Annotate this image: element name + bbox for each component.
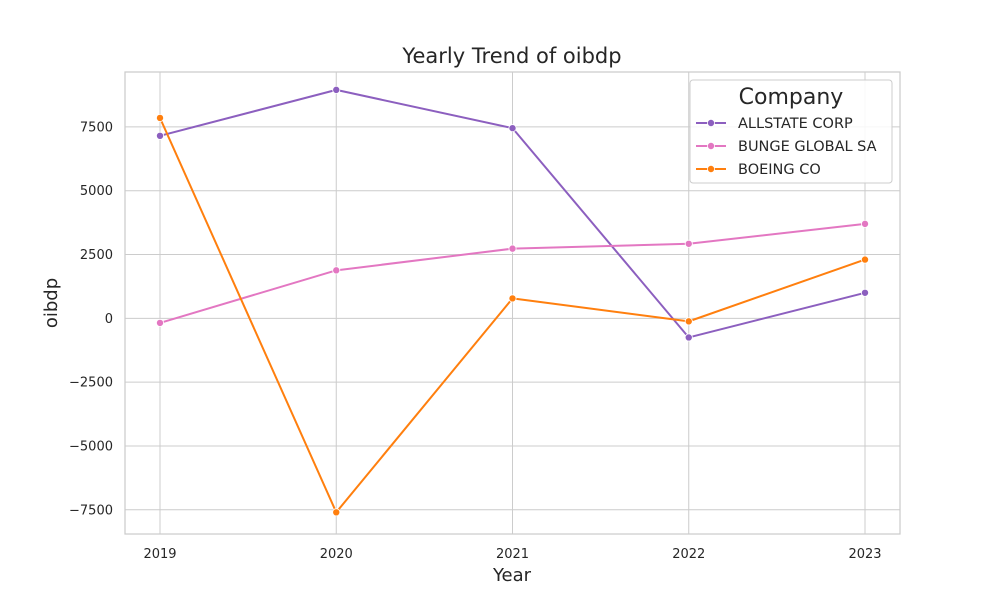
legend: Company ALLSTATE CORP BUNGE GLOBAL SA BOEI… — [689, 79, 893, 184]
series-lines — [155, 85, 870, 517]
y-tick-label: 0 — [105, 312, 113, 327]
data-point — [508, 124, 517, 133]
y-axis-label: oibdp — [41, 278, 62, 328]
x-tick-label: 2019 — [143, 547, 176, 562]
data-point — [861, 219, 870, 228]
legend-entry: BUNGE GLOBAL SA — [696, 139, 877, 155]
series-bunge-global-sa — [155, 219, 870, 327]
data-point — [155, 131, 164, 140]
data-point — [155, 318, 164, 327]
data-point — [861, 255, 870, 264]
x-tick-label: 2022 — [672, 547, 705, 562]
plot-frame — [124, 71, 901, 535]
legend-label: ALLSTATE CORP — [738, 116, 853, 132]
data-point — [332, 508, 341, 517]
y-tick-label: −5000 — [69, 439, 113, 454]
data-point — [332, 266, 341, 275]
y-tick-label: −7500 — [69, 503, 113, 518]
legend-title: Company — [739, 85, 844, 110]
series-boeing-co — [155, 113, 870, 517]
legend-swatch-marker — [707, 141, 716, 150]
series-allstate-corp — [155, 85, 870, 342]
legend-box — [689, 79, 893, 184]
data-point — [508, 294, 517, 303]
x-axis-label: Year — [492, 565, 532, 586]
data-point — [155, 113, 164, 122]
x-tick-label: 2020 — [320, 547, 353, 562]
data-point — [332, 85, 341, 94]
chart-title: Yearly Trend of oibdp — [401, 44, 621, 68]
x-tick-label: 2023 — [848, 547, 881, 562]
data-point — [508, 244, 517, 253]
legend-items: ALLSTATE CORP BUNGE GLOBAL SA BOEING CO — [696, 116, 877, 178]
legend-swatch-marker — [707, 164, 716, 173]
data-point — [684, 317, 693, 326]
legend-entry: ALLSTATE CORP — [696, 116, 853, 132]
legend-label: BOEING CO — [738, 162, 821, 178]
data-point — [861, 288, 870, 297]
y-tick-label: 2500 — [80, 248, 113, 263]
data-point — [684, 333, 693, 342]
legend-label: BUNGE GLOBAL SA — [738, 139, 877, 155]
y-tick-label: 7500 — [80, 120, 113, 135]
legend-swatch-marker — [707, 119, 716, 128]
data-point — [684, 239, 693, 248]
x-tick-labels: 2019 2020 2021 2022 2023 — [143, 547, 881, 562]
legend-entry: BOEING CO — [696, 162, 821, 178]
x-tick-label: 2021 — [496, 547, 529, 562]
y-tick-label: 5000 — [80, 184, 113, 199]
grid — [125, 72, 900, 534]
y-tick-label: −2500 — [69, 376, 113, 391]
y-tick-labels: −7500 −5000 −2500 0 2500 5000 7500 — [69, 120, 113, 518]
